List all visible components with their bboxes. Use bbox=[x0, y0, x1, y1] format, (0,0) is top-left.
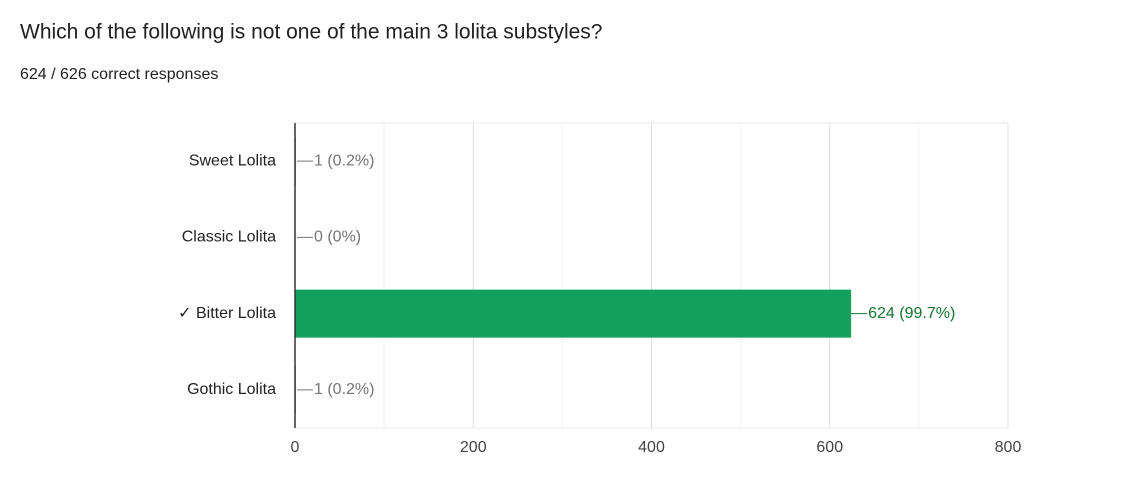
response-summary: 624 / 626 correct responses bbox=[20, 66, 218, 83]
value-label: 624 (99.7%) bbox=[868, 305, 955, 322]
x-tick-label: 0 bbox=[291, 439, 300, 456]
y-category-label: Sweet Lolita bbox=[189, 152, 276, 169]
bar bbox=[295, 289, 852, 338]
value-label: 1 (0.2%) bbox=[314, 381, 374, 398]
x-tick-label: 600 bbox=[816, 439, 843, 456]
value-label: 1 (0.2%) bbox=[314, 152, 374, 169]
question-title: Which of the following is not one of the… bbox=[20, 21, 602, 44]
x-tick-label: 400 bbox=[638, 439, 665, 456]
y-category-label: Classic Lolita bbox=[182, 229, 276, 246]
value-label: 0 (0%) bbox=[314, 229, 361, 246]
y-category-label: ✓ Bitter Lolita bbox=[178, 305, 276, 322]
x-tick-label: 800 bbox=[995, 439, 1022, 456]
x-tick-label: 200 bbox=[460, 439, 487, 456]
y-category-label: Gothic Lolita bbox=[187, 381, 276, 398]
